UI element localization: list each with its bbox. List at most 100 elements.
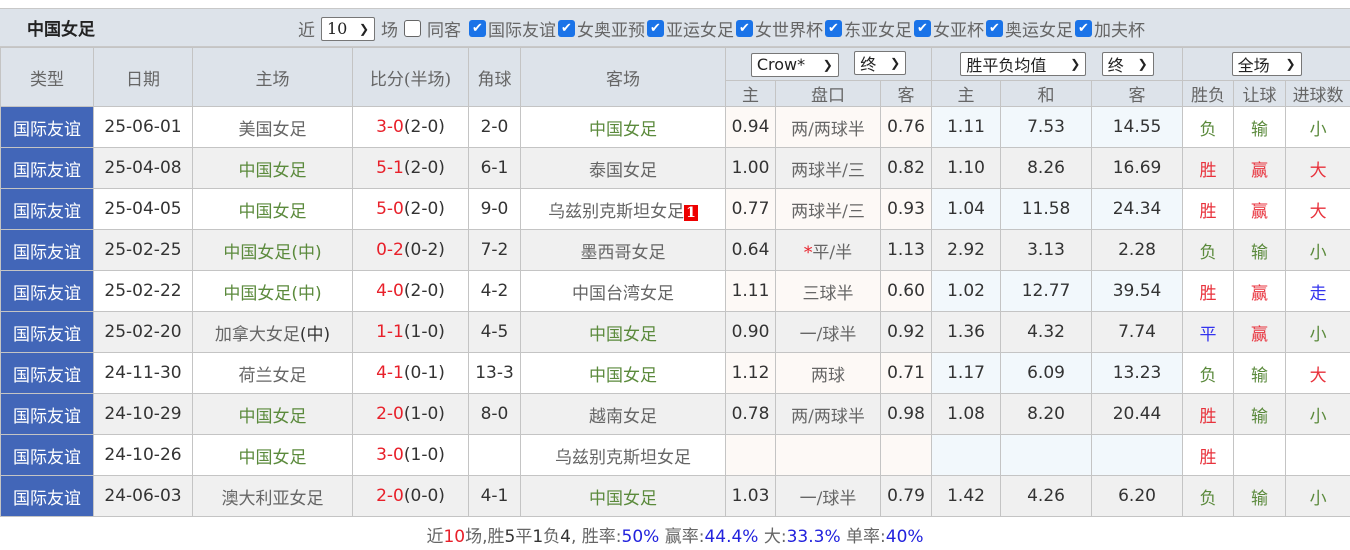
score[interactable]: 3-0(1-0): [352, 434, 469, 476]
away-team-name[interactable]: 中国女足: [589, 365, 657, 386]
competition-checkbox[interactable]: ✔: [736, 20, 753, 37]
away-team-name[interactable]: 中国女足: [589, 324, 657, 345]
match-type[interactable]: 国际友谊: [0, 475, 94, 517]
home-team[interactable]: 中国女足: [192, 188, 353, 230]
odds-stage-select[interactable]: 终 ❯: [1101, 52, 1154, 76]
score[interactable]: 0-2(0-2): [352, 229, 469, 271]
table-row[interactable]: 国际友谊 25-02-22 中国女足(中) 4-0(2-0) 4-2 中国台湾女…: [0, 270, 1350, 312]
score[interactable]: 4-1(0-1): [352, 352, 469, 394]
home-team-name[interactable]: 中国女足: [238, 406, 307, 427]
table-row[interactable]: 国际友谊 25-04-08 中国女足 5-1(2-0) 6-1 泰国女足 1.0…: [0, 147, 1350, 189]
away-team[interactable]: 中国女足: [520, 352, 726, 394]
header-handicap-away: 客: [879, 80, 933, 107]
summary-losses: 4: [560, 527, 571, 547]
away-team-name[interactable]: 泰国女足: [589, 160, 657, 181]
match-type[interactable]: 国际友谊: [0, 393, 94, 435]
away-team[interactable]: 中国女足: [520, 106, 726, 148]
period-select[interactable]: 全场 ❯: [1231, 52, 1302, 76]
match-type[interactable]: 国际友谊: [0, 188, 94, 230]
home-team-name[interactable]: 中国女足: [238, 201, 307, 222]
competition-label: 女亚杯: [933, 21, 984, 41]
away-team-name[interactable]: 墨西哥女足: [580, 242, 666, 263]
match-type[interactable]: 国际友谊: [0, 270, 94, 312]
handicap-line: 一/球半: [775, 475, 881, 517]
match-type[interactable]: 国际友谊: [0, 434, 94, 476]
match-type[interactable]: 国际友谊: [0, 352, 94, 394]
result-goals: 大: [1285, 352, 1350, 394]
home-team[interactable]: 中国女足(中): [192, 229, 353, 271]
home-team-name[interactable]: 加拿大女足: [214, 324, 300, 345]
handicap-stage-select[interactable]: 终 ❯: [854, 51, 907, 76]
home-team[interactable]: 中国女足: [192, 434, 353, 476]
odds-type-select[interactable]: 胜平负均值 ❯: [960, 52, 1087, 76]
away-team[interactable]: 墨西哥女足: [520, 229, 726, 271]
match-type[interactable]: 国际友谊: [0, 147, 94, 189]
score[interactable]: 3-0(2-0): [352, 106, 469, 148]
score[interactable]: 4-0(2-0): [352, 270, 469, 312]
score[interactable]: 5-1(2-0): [352, 147, 469, 189]
away-team[interactable]: 乌兹别克斯坦女足: [520, 434, 726, 476]
match-type[interactable]: 国际友谊: [0, 311, 94, 353]
home-team-name[interactable]: 荷兰女足: [238, 365, 307, 386]
score[interactable]: 5-0(2-0): [352, 188, 469, 230]
table-row[interactable]: 国际友谊 24-10-26 中国女足 3-0(1-0) 乌兹别克斯坦女足 胜: [0, 434, 1350, 476]
away-team-name[interactable]: 中国女足: [589, 488, 657, 509]
match-type[interactable]: 国际友谊: [0, 106, 94, 148]
home-team-name[interactable]: 中国女足: [223, 283, 292, 304]
table-row[interactable]: 国际友谊 24-06-03 澳大利亚女足 2-0(0-0) 4-1 中国女足 1…: [0, 475, 1350, 517]
competition-checkbox[interactable]: ✔: [986, 20, 1003, 37]
same-venue-checkbox[interactable]: [404, 20, 421, 37]
home-team-name[interactable]: 中国女足: [238, 160, 307, 181]
odds-draw: 7.53: [1000, 106, 1093, 148]
home-team-name[interactable]: 中国女足: [238, 447, 307, 468]
score[interactable]: 2-0(1-0): [352, 393, 469, 435]
table-row[interactable]: 国际友谊 24-11-30 荷兰女足 4-1(0-1) 13-3 中国女足 1.…: [0, 352, 1350, 394]
home-team[interactable]: 加拿大女足(中): [192, 311, 353, 353]
score[interactable]: 2-0(0-0): [352, 475, 469, 517]
away-team[interactable]: 泰国女足: [520, 147, 726, 189]
score[interactable]: 1-1(1-0): [352, 311, 469, 353]
competition-checkbox[interactable]: ✔: [647, 20, 664, 37]
away-team[interactable]: 中国女足: [520, 311, 726, 353]
competition-checkbox[interactable]: ✔: [1075, 20, 1092, 37]
competition-checkbox[interactable]: ✔: [914, 20, 931, 37]
result-win-loss: 胜: [1182, 393, 1235, 435]
away-team-name[interactable]: 中国台湾女足: [572, 283, 674, 304]
table-row[interactable]: 国际友谊 25-02-25 中国女足(中) 0-2(0-2) 7-2 墨西哥女足…: [0, 229, 1350, 271]
table-row[interactable]: 国际友谊 24-10-29 中国女足 2-0(1-0) 8-0 越南女足 0.7…: [0, 393, 1350, 435]
away-team[interactable]: 中国女足: [520, 475, 726, 517]
summary-text: 场,胜: [465, 527, 505, 547]
recent-count-select[interactable]: 10 ❯: [321, 16, 375, 41]
away-team-name[interactable]: 乌兹别克斯坦女足: [548, 201, 685, 222]
match-type[interactable]: 国际友谊: [0, 229, 94, 271]
competition-checkbox[interactable]: ✔: [825, 20, 842, 37]
handicap-company-select[interactable]: Crow* ❯: [750, 52, 839, 77]
away-team-name[interactable]: 乌兹别克斯坦女足: [555, 447, 691, 468]
header-handicap-home: 主: [725, 80, 776, 107]
competition-checkbox[interactable]: ✔: [469, 20, 486, 37]
table-row[interactable]: 国际友谊 25-02-20 加拿大女足(中) 1-1(1-0) 4-5 中国女足…: [0, 311, 1350, 353]
away-team[interactable]: 越南女足: [520, 393, 726, 435]
away-team[interactable]: 乌兹别克斯坦女足 1: [520, 188, 726, 230]
away-team-name[interactable]: 中国女足: [589, 119, 657, 140]
odds-draw: [1000, 434, 1093, 476]
away-team[interactable]: 中国台湾女足: [520, 270, 726, 312]
home-team-name[interactable]: 美国女足: [238, 119, 307, 140]
home-team[interactable]: 中国女足: [192, 393, 353, 435]
half-time-score: (2-0): [403, 117, 445, 137]
table-row[interactable]: 国际友谊 25-04-05 中国女足 5-0(2-0) 9-0 乌兹别克斯坦女足…: [0, 188, 1350, 230]
home-team[interactable]: 澳大利亚女足: [192, 475, 353, 517]
home-team[interactable]: 美国女足: [192, 106, 353, 148]
home-team[interactable]: 中国女足: [192, 147, 353, 189]
table-row[interactable]: 国际友谊 25-06-01 美国女足 3-0(2-0) 2-0 中国女足 0.9…: [0, 106, 1350, 148]
home-team[interactable]: 中国女足(中): [192, 270, 353, 312]
home-team[interactable]: 荷兰女足: [192, 352, 353, 394]
handicap-line-value: 两球: [811, 365, 845, 386]
competition-label: 女世界杯: [755, 21, 823, 41]
header-type: 类型: [0, 47, 94, 107]
home-team-name[interactable]: 中国女足: [223, 242, 292, 263]
result-handicap: [1233, 434, 1287, 476]
away-team-name[interactable]: 越南女足: [589, 406, 657, 427]
competition-checkbox[interactable]: ✔: [558, 20, 575, 37]
home-team-name[interactable]: 澳大利亚女足: [221, 488, 324, 509]
